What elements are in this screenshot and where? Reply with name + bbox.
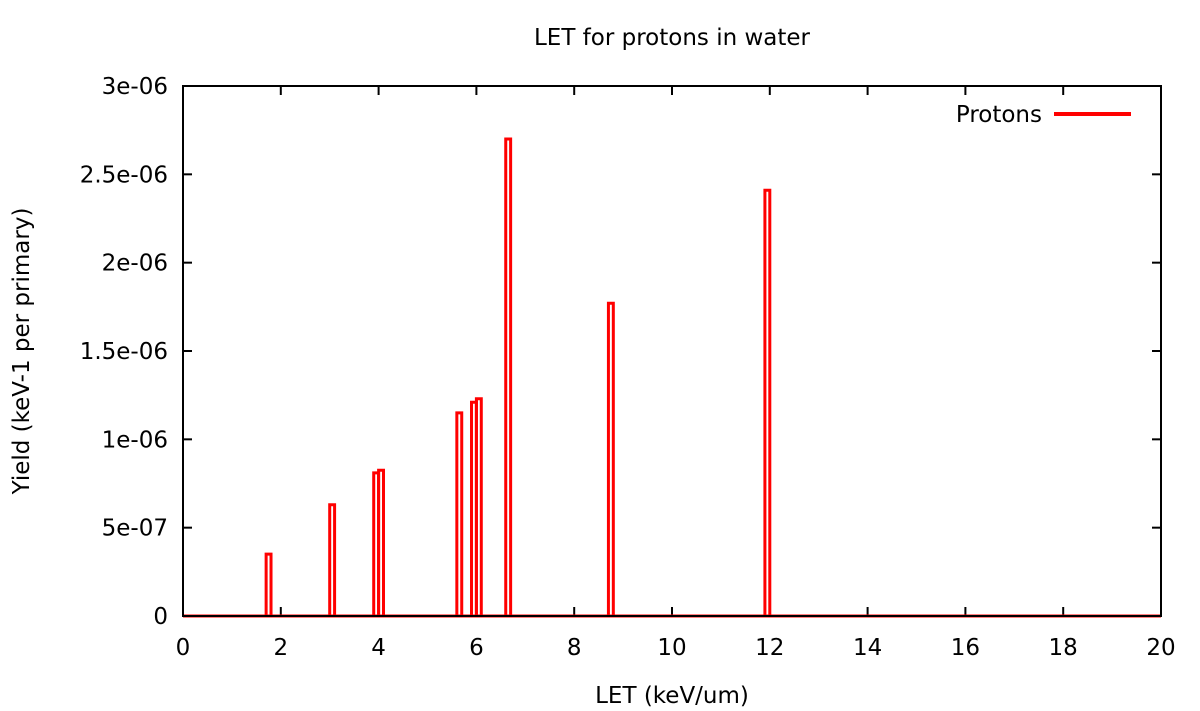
y-tick-label: 2.5e-06 [80,162,168,188]
x-tick-label: 2 [273,635,288,661]
y-tick-label: 0 [153,604,168,630]
y-tick-label: 1e-06 [102,427,168,453]
histogram-bin [474,397,483,616]
x-axis-label: LET (keV/um) [595,683,749,709]
chart-title: LET for protons in water [534,25,811,51]
histogram-bin [264,552,273,616]
histogram-bin [504,137,513,616]
x-tick-label: 16 [951,635,980,661]
x-tick-label: 14 [853,635,882,661]
y-tick-label: 5e-07 [102,516,168,542]
y-tick-label: 2e-06 [102,251,168,277]
histogram-bin [377,468,385,616]
x-tick-label: 0 [176,635,191,661]
y-axis-label: Yield (keV-1 per primary) [9,208,35,496]
histogram-bin [328,503,337,616]
histogram-bins [183,137,1161,618]
legend: Protons [956,102,1131,128]
y-tick-label: 1.5e-06 [80,339,168,365]
x-tick-label: 10 [657,635,686,661]
histogram-bin [455,411,464,616]
legend-label: Protons [956,102,1042,128]
plot-frame [182,85,1162,617]
x-tick-label: 4 [371,635,386,661]
axis-tick-labels: 0 2 4 6 8 10 12 14 16 18 20 0 5e-07 1e-06 1.5e-06 2e-06… [80,74,1176,661]
y-tick-label: 3e-06 [102,74,168,100]
x-tick-label: 20 [1146,635,1175,661]
histogram-bin [606,301,615,616]
x-tick-label: 18 [1049,635,1078,661]
x-tick-label: 12 [755,635,784,661]
x-tick-label: 8 [567,635,582,661]
histogram-bin [763,188,772,616]
x-tick-label: 6 [469,635,484,661]
